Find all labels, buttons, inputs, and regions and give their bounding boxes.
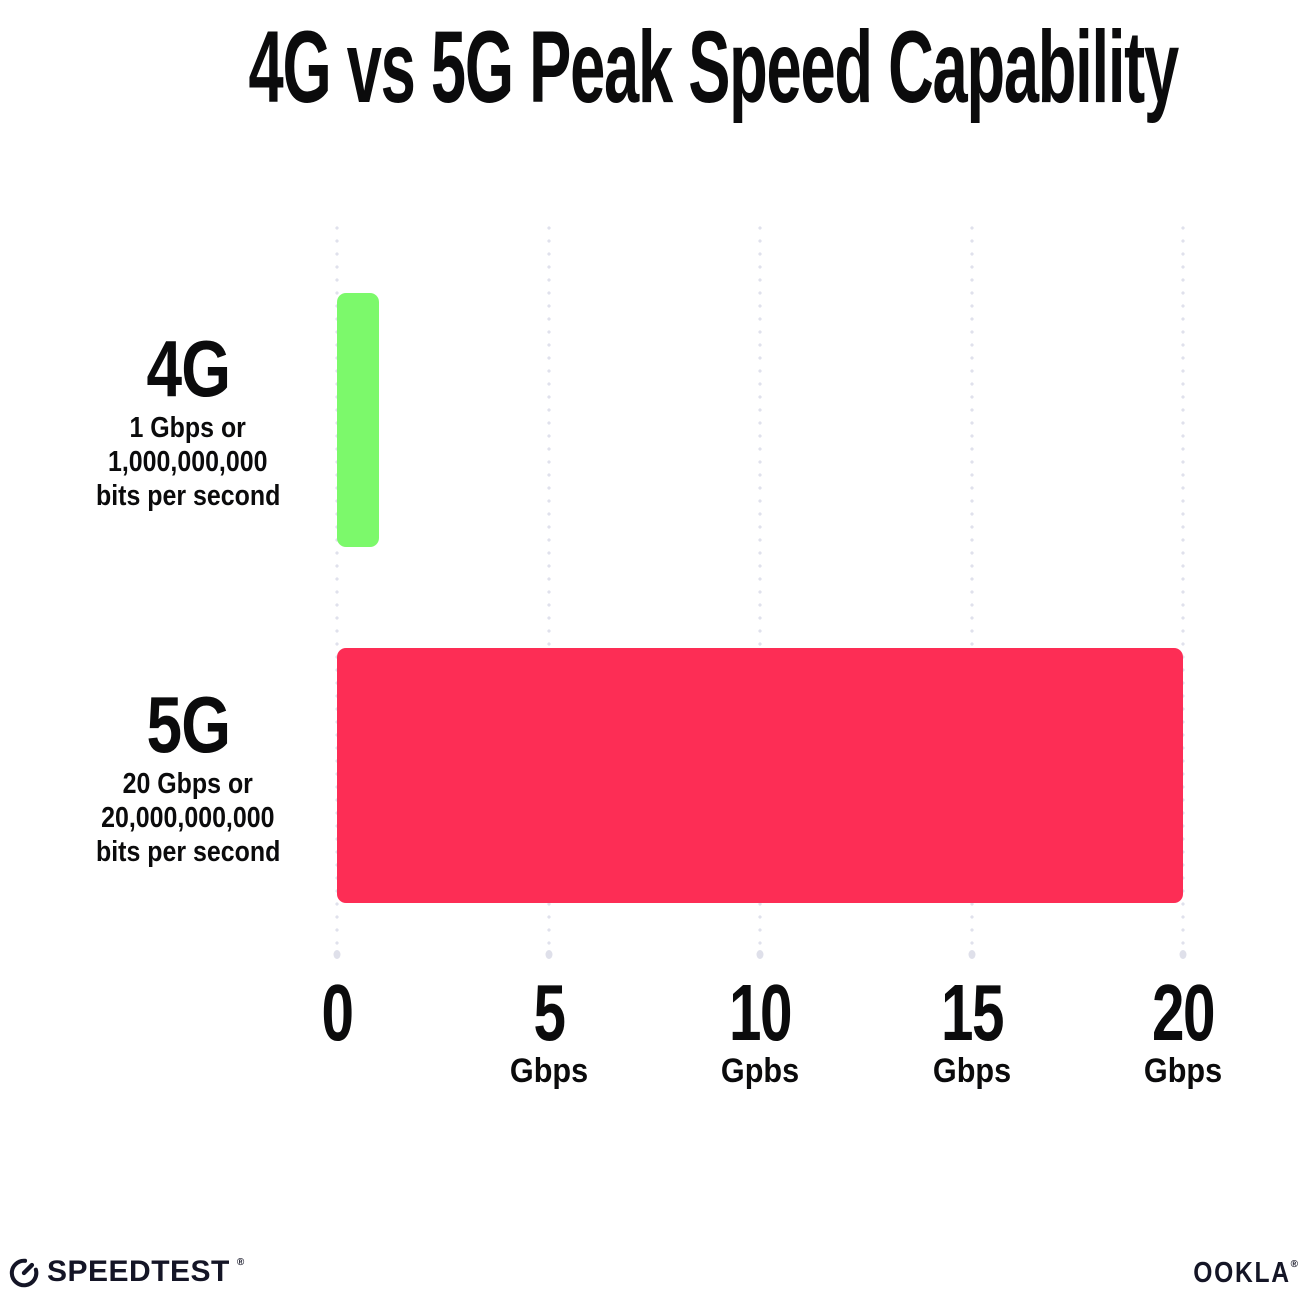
plot-area: [335, 222, 1185, 958]
tick-unit: Gbps: [509, 1052, 588, 1090]
category-label-5g: 5G 20 Gbps or 20,000,000,000 bits per se…: [30, 648, 346, 903]
tick-number: 0: [321, 968, 353, 1057]
x-tick-20: 20 Gbps: [1140, 968, 1227, 1090]
x-tick-10: 10 Gpbs: [717, 968, 804, 1090]
speedtest-gauge-icon: [9, 1258, 39, 1288]
x-gridline-15: [969, 222, 974, 958]
ookla-wordmark: OOKLA: [1193, 1256, 1291, 1289]
tick-unit: Gpbs: [720, 1052, 800, 1090]
ookla-logo: OOKLA ®: [1176, 1256, 1298, 1290]
category-subline: bits per second: [95, 480, 281, 512]
x-axis: 0 5 Gbps 10 Gpbs 15 Gbps 20 Gbps: [321, 968, 1222, 1115]
category-subline: 20 Gbps or: [122, 767, 254, 800]
speedtest-trademark: ®: [236, 1257, 245, 1268]
x-gridline-5: [546, 222, 551, 958]
bar-4g: [337, 293, 380, 547]
x-gridline-10: [758, 222, 762, 958]
tick-unit: Gbps: [1143, 1052, 1223, 1090]
speedtest-wordmark: SPEEDTEST: [47, 1255, 230, 1288]
category-name-5g: 5G: [146, 679, 231, 769]
tick-number: 10: [728, 968, 792, 1057]
x-tick-5: 5 Gbps: [505, 968, 592, 1090]
x-gridline-20: [1181, 222, 1185, 958]
bar-row-4g: 4G 1 Gbps or 1,000,000,000 bits per seco…: [0, 293, 1308, 547]
tick-number: 15: [940, 968, 1003, 1057]
bar-row-5g: 5G 20 Gbps or 20,000,000,000 bits per se…: [0, 648, 1308, 903]
category-subline: bits per second: [95, 835, 281, 868]
x-gridline-0: [335, 222, 339, 958]
speedtest-logo: SPEEDTEST ®: [8, 1254, 244, 1290]
ookla-trademark: ®: [1290, 1259, 1298, 1270]
category-label-4g: 4G 1 Gbps or 1,000,000,000 bits per seco…: [30, 293, 346, 547]
x-tick-0: 0: [316, 968, 359, 1057]
tick-unit: Gbps: [932, 1052, 1011, 1090]
bar-track-4g: [337, 293, 1183, 547]
bar-track-5g: [337, 648, 1183, 903]
x-tick-15: 15 Gbps: [928, 968, 1015, 1090]
chart-title: 4G vs 5G Peak Speed Capability: [248, 10, 1180, 124]
tick-number: 20: [1151, 968, 1215, 1057]
category-name-4g: 4G: [146, 324, 231, 413]
category-subline: 1 Gbps or: [129, 412, 247, 444]
category-subline: 1,000,000,000: [108, 446, 268, 478]
tick-number: 5: [532, 968, 565, 1057]
bar-5g: [337, 648, 1183, 903]
category-subline: 20,000,000,000: [101, 801, 275, 834]
